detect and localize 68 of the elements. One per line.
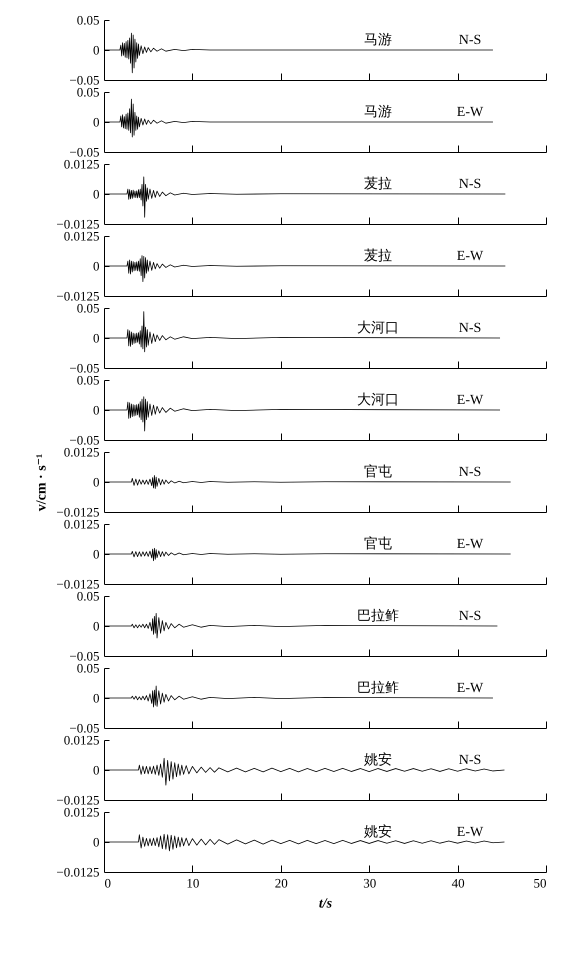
y-tick-label: 0 <box>93 186 100 202</box>
y-tick-label: −0.05 <box>69 720 100 736</box>
y-tick-label: 0.05 <box>76 372 100 388</box>
y-axis-title: v/cm · s⁻¹ <box>34 454 50 512</box>
y-tick-label: −0.0125 <box>56 792 100 808</box>
y-tick-label: 0.0125 <box>64 228 100 244</box>
annotation: N-S <box>458 177 482 192</box>
annotation: 巴拉鲊 <box>357 680 399 696</box>
y-tick-label: −0.0125 <box>56 576 100 592</box>
annotation: E-W <box>456 825 484 840</box>
y-tick-label: 0 <box>93 690 100 706</box>
annotation: 姚安 <box>364 752 392 768</box>
y-tick-label: −0.05 <box>69 144 100 160</box>
y-tick-label: −0.0125 <box>56 864 100 880</box>
y-tick-label: 0.05 <box>76 12 100 28</box>
y-tick-label: 0 <box>93 618 100 634</box>
annotation: 姚安 <box>364 824 392 840</box>
annotation: 官屯 <box>364 536 392 552</box>
annotation: E-W <box>456 249 484 264</box>
y-tick-label: 0.0125 <box>64 444 100 460</box>
annotation: 茇拉 <box>364 248 392 264</box>
y-tick-label: −0.05 <box>69 648 100 664</box>
y-tick-label: 0.0125 <box>64 156 100 172</box>
annotation: N-S <box>458 33 482 48</box>
y-tick-label: 0 <box>93 762 100 778</box>
x-tick-label: 20 <box>274 876 288 890</box>
annotation: 巴拉鲊 <box>357 608 399 624</box>
y-tick-label: −0.05 <box>69 360 100 376</box>
y-tick-label: 0.05 <box>76 660 100 676</box>
annotation: 大河口 <box>357 320 399 336</box>
y-tick-label: 0.0125 <box>64 804 100 820</box>
annotation: N-S <box>458 321 482 336</box>
x-axis-title: t/s <box>318 896 333 912</box>
y-tick-label: 0 <box>93 114 100 130</box>
y-tick-label: 0 <box>93 546 100 562</box>
y-tick-label: −0.0125 <box>56 288 100 304</box>
y-tick-label: −0.05 <box>69 432 100 448</box>
annotation: 官屯 <box>364 464 392 480</box>
annotation: N-S <box>458 465 482 480</box>
annotation: E-W <box>456 105 484 120</box>
y-tick-label: 0.0125 <box>64 732 100 748</box>
annotation: N-S <box>458 753 482 768</box>
x-tick-label: 0 <box>104 876 111 890</box>
y-tick-label: −0.0125 <box>56 504 100 520</box>
annotation: E-W <box>456 393 484 408</box>
y-tick-label: 0.0125 <box>64 516 100 532</box>
x-tick-label: 40 <box>452 876 465 890</box>
annotation: 茇拉 <box>364 176 392 192</box>
y-tick-label: 0 <box>93 474 100 490</box>
x-tick-label: 50 <box>534 876 546 890</box>
annotation: 马游 <box>364 104 392 120</box>
y-tick-label: 0 <box>93 834 100 850</box>
x-tick-label: 30 <box>363 876 376 890</box>
y-tick-label: 0 <box>93 330 100 346</box>
y-tick-label: −0.0125 <box>56 216 100 232</box>
annotation: E-W <box>456 681 484 696</box>
x-tick-label: 10 <box>186 876 200 890</box>
y-tick-label: 0 <box>93 258 100 274</box>
annotation: E-W <box>456 537 484 552</box>
annotation: 马游 <box>364 32 392 48</box>
annotation: N-S <box>458 609 482 624</box>
y-tick-label: −0.05 <box>69 72 100 88</box>
y-tick-label: 0.05 <box>76 300 100 316</box>
y-tick-label: 0.05 <box>76 84 100 100</box>
y-tick-label: 0 <box>93 42 100 58</box>
y-tick-label: 0 <box>93 402 100 418</box>
y-tick-label: 0.05 <box>76 588 100 604</box>
annotation: 大河口 <box>357 392 399 408</box>
